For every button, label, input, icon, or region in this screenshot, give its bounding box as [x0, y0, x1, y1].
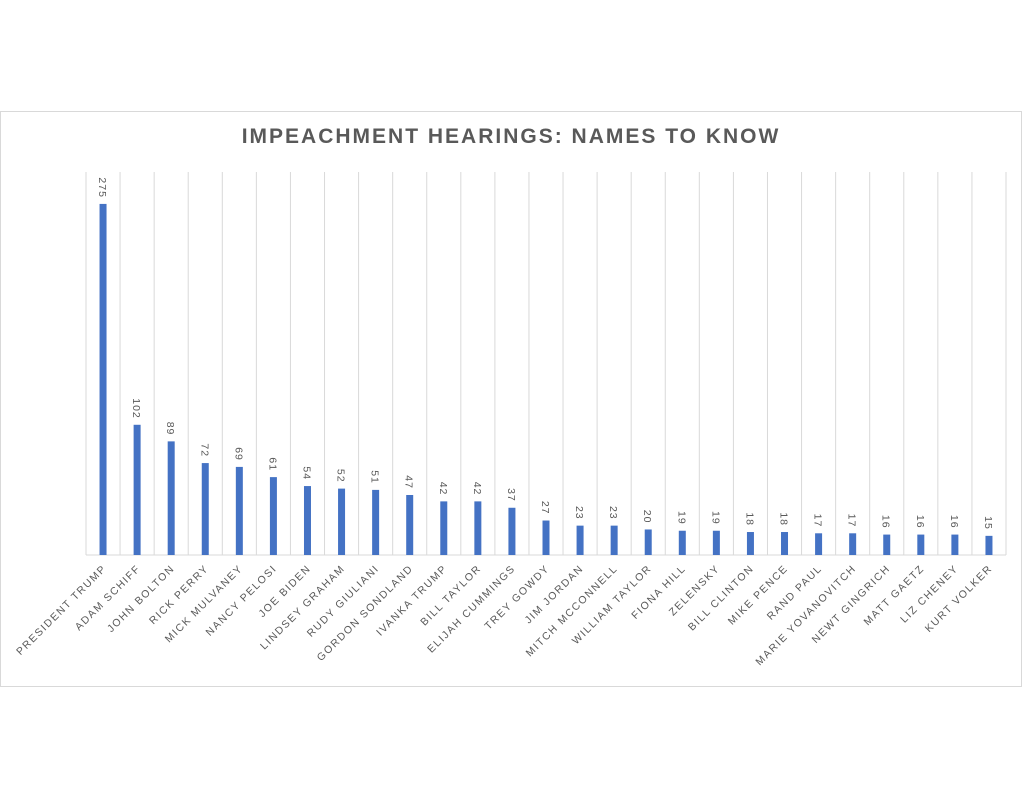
data-label: 23 [573, 506, 585, 520]
bar [235, 466, 243, 555]
bar [712, 530, 720, 555]
bar [440, 501, 448, 555]
bar [338, 488, 346, 555]
data-label: 17 [812, 514, 824, 528]
data-label: 47 [403, 475, 415, 489]
bar [781, 532, 789, 555]
data-label: 42 [437, 482, 449, 496]
x-tick-label: MIKE PENCE [726, 563, 791, 628]
bar [576, 525, 584, 555]
bar [372, 489, 380, 555]
gridlines [85, 172, 1007, 556]
bar [269, 477, 277, 555]
bar [406, 494, 414, 555]
data-label: 20 [641, 510, 653, 524]
data-label: 16 [880, 515, 892, 529]
data-label: 16 [948, 515, 960, 529]
bars [99, 203, 993, 555]
bar [849, 533, 857, 555]
bar [917, 534, 925, 555]
bar [815, 533, 823, 555]
bar [678, 530, 686, 555]
bar [99, 203, 107, 555]
bar [167, 441, 175, 555]
bar [610, 525, 618, 555]
data-label: 19 [709, 511, 721, 525]
bar [883, 534, 891, 555]
bar [474, 501, 482, 555]
data-label: 61 [266, 457, 278, 471]
bar [508, 507, 516, 555]
data-label: 275 [96, 177, 108, 198]
bar [303, 486, 311, 555]
chart-title: IMPEACHMENT HEARINGS: NAMES TO KNOW [241, 125, 781, 148]
data-label: 102 [130, 398, 142, 419]
data-label: 18 [778, 512, 790, 526]
x-tick-label: BILL TAYLOR [418, 563, 484, 629]
data-label: 37 [505, 488, 517, 502]
data-label: 15 [982, 516, 994, 530]
x-tick-label: KURT VOLKER [923, 563, 995, 635]
bar [746, 532, 754, 555]
data-label: 17 [846, 514, 858, 528]
bar [542, 520, 550, 555]
data-label: 54 [300, 466, 312, 480]
data-label: 18 [743, 512, 755, 526]
data-label: 27 [539, 501, 551, 515]
bar [985, 535, 993, 555]
data-label: 69 [232, 447, 244, 461]
x-tick-label: RICK PERRY [147, 563, 211, 627]
data-label: 72 [198, 443, 210, 457]
bar [133, 424, 141, 555]
data-label: 19 [675, 511, 687, 525]
bar [644, 529, 652, 555]
data-labels: 275 102 89 72 69 61 54 52 51 47 42 42 37 27 23 23 20 19 19… [96, 177, 994, 529]
bar [201, 463, 209, 555]
x-tick-label: LIZ CHENEY [898, 563, 961, 626]
chart-area [0, 111, 1022, 687]
data-label: 16 [914, 515, 926, 529]
x-tick-label: JIM JORDAN [523, 563, 587, 627]
bar [951, 534, 959, 555]
data-label: 89 [164, 422, 176, 436]
data-label: 23 [607, 506, 619, 520]
data-label: 52 [335, 469, 347, 483]
data-label: 51 [369, 470, 381, 484]
x-tick-label: MATT GAETZ [862, 563, 927, 628]
data-label: 42 [471, 482, 483, 496]
